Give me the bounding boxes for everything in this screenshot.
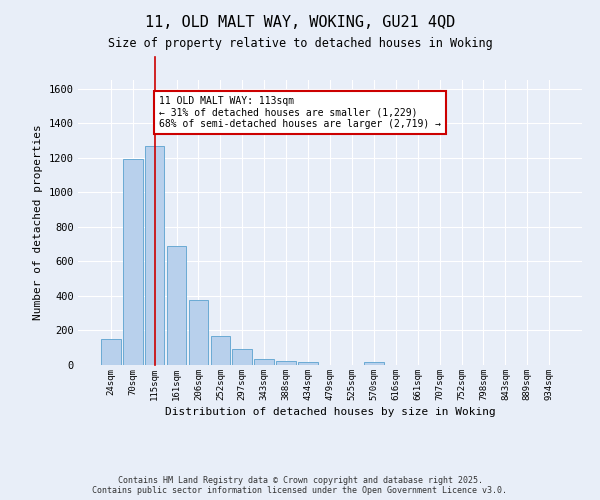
Bar [276, 360, 296, 365]
Bar [167, 246, 187, 365]
X-axis label: Distribution of detached houses by size in Woking: Distribution of detached houses by size … [164, 407, 496, 417]
Bar [364, 362, 384, 365]
Bar [188, 300, 208, 365]
Text: Contains public sector information licensed under the Open Government Licence v3: Contains public sector information licen… [92, 486, 508, 495]
Bar [101, 339, 121, 365]
Y-axis label: Number of detached properties: Number of detached properties [33, 124, 43, 320]
Bar [211, 336, 230, 365]
Bar [123, 160, 143, 365]
Bar [254, 359, 274, 365]
Bar [145, 146, 164, 365]
Text: 11, OLD MALT WAY, WOKING, GU21 4QD: 11, OLD MALT WAY, WOKING, GU21 4QD [145, 15, 455, 30]
Bar [232, 348, 252, 365]
Bar [298, 362, 318, 365]
Text: 11 OLD MALT WAY: 113sqm
← 31% of detached houses are smaller (1,229)
68% of semi: 11 OLD MALT WAY: 113sqm ← 31% of detache… [159, 96, 441, 128]
Text: Contains HM Land Registry data © Crown copyright and database right 2025.: Contains HM Land Registry data © Crown c… [118, 476, 482, 485]
Text: Size of property relative to detached houses in Woking: Size of property relative to detached ho… [107, 38, 493, 51]
